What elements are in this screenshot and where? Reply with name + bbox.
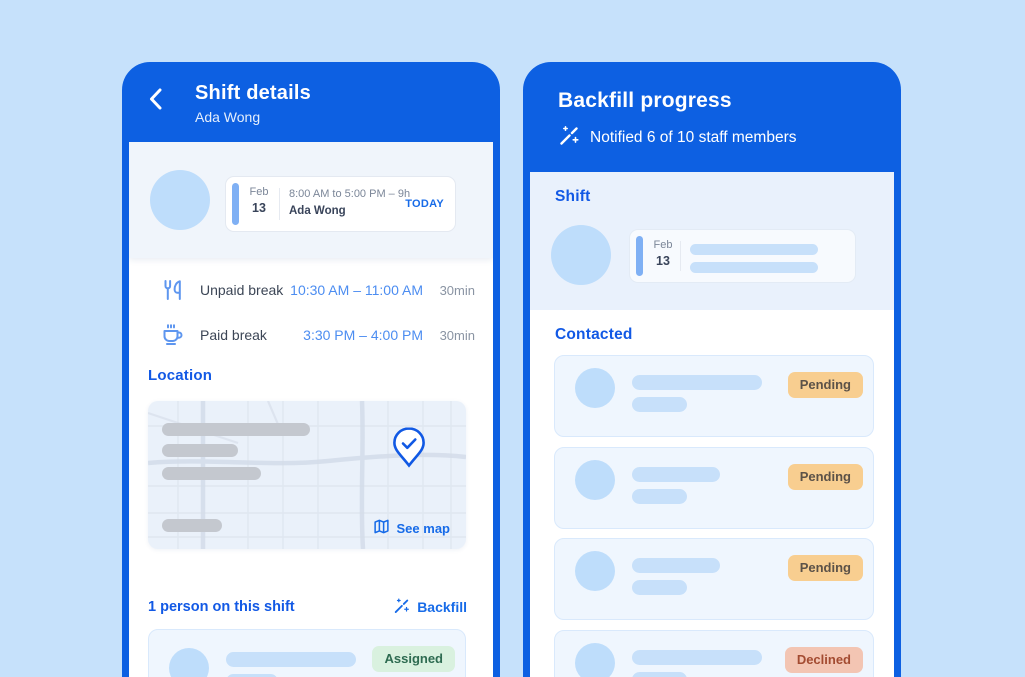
shift-time-range: 8:00 AM to 5:00 PM – 9h: [289, 188, 411, 200]
people-on-shift-heading: 1 person on this shift: [148, 599, 295, 615]
status-badge: Pending: [787, 464, 863, 490]
status-badge: Pending: [787, 372, 863, 398]
break-label: Unpaid break: [200, 282, 284, 298]
detail-placeholder-bar: [632, 580, 687, 595]
map-icon: [373, 518, 390, 538]
address-placeholder-bar: [162, 423, 310, 436]
shift-date: Feb 13: [246, 186, 272, 215]
paid-break-row: Paid break 3:30 PM – 4:00 PM 30min: [158, 322, 475, 348]
notified-status-text: Notified 6 of 10 staff members: [590, 128, 797, 146]
avatar: [575, 643, 615, 677]
shift-details-screen: Shift details Ada Wong Feb 13 8:00 AM to…: [122, 62, 500, 677]
shift-accent-bar: [232, 183, 239, 225]
avatar: [575, 460, 615, 500]
location-heading: Location: [148, 367, 213, 384]
magic-wand-icon: [558, 124, 580, 151]
name-placeholder-bar: [632, 467, 720, 482]
avatar: [575, 368, 615, 408]
break-time: 10:30 AM – 11:00 AM: [290, 282, 423, 298]
shift-heading: Shift: [555, 188, 591, 205]
utensils-icon: [158, 278, 188, 302]
shift-day: 13: [656, 254, 670, 268]
shift-month: Feb: [653, 239, 673, 251]
shift-day: 13: [252, 201, 266, 215]
location-check-pin-icon: [391, 426, 427, 475]
backfill-progress-content: Shift Feb 13 Contacted: [530, 172, 894, 677]
shift-details-content: Feb 13 8:00 AM to 5:00 PM – 9h Ada Wong …: [129, 142, 493, 677]
detail-placeholder-bar: [226, 674, 278, 677]
break-duration: 30min: [439, 327, 475, 343]
address-placeholder-bar: [162, 519, 222, 532]
page-title: Backfill progress: [558, 89, 732, 112]
contacted-heading: Contacted: [555, 326, 633, 343]
back-button[interactable]: [144, 86, 170, 112]
avatar: [551, 225, 611, 285]
unpaid-break-row: Unpaid break 10:30 AM – 11:00 AM 30min: [158, 277, 475, 303]
shift-person-name: Ada Wong: [289, 205, 346, 217]
notified-status-row: Notified 6 of 10 staff members: [558, 124, 796, 151]
people-on-shift-row: 1 person on this shift Backfill: [148, 597, 467, 617]
page-subtitle: Ada Wong: [195, 109, 261, 125]
break-label: Paid break: [200, 327, 267, 343]
shift-card[interactable]: Feb 13 8:00 AM to 5:00 PM – 9h Ada Wong …: [225, 176, 456, 232]
status-badge: Declined: [784, 647, 863, 673]
assigned-badge: Assigned: [372, 646, 455, 672]
name-placeholder-bar: [632, 375, 762, 390]
today-badge: TODAY: [405, 198, 444, 210]
avatar: [169, 648, 209, 677]
detail-placeholder-bar: [632, 672, 687, 677]
break-time: 3:30 PM – 4:00 PM: [303, 327, 423, 343]
shift-accent-bar: [636, 236, 643, 276]
shift-section: Shift Feb 13: [530, 172, 894, 310]
detail-placeholder-bar: [632, 397, 687, 412]
chevron-left-icon: [144, 88, 170, 115]
magic-wand-icon: [393, 597, 410, 617]
contacted-section: Contacted Pending Pending: [530, 310, 894, 677]
divider: [680, 241, 681, 271]
break-duration: 30min: [439, 282, 475, 298]
map-preview[interactable]: See map: [148, 401, 466, 549]
backfill-progress-screen: Backfill progress Notified 6 of 10 staff…: [523, 62, 901, 677]
name-placeholder-bar: [632, 558, 720, 573]
shift-month: Feb: [249, 186, 269, 198]
divider: [279, 188, 280, 220]
detail-placeholder-bar: [632, 489, 687, 504]
contacted-card[interactable]: Pending: [554, 447, 874, 529]
shift-summary-section: Feb 13 8:00 AM to 5:00 PM – 9h Ada Wong …: [129, 142, 493, 258]
contacted-card[interactable]: Pending: [554, 355, 874, 437]
avatar: [150, 170, 210, 230]
name-placeholder-bar: [632, 650, 762, 665]
shift-date: Feb 13: [650, 239, 676, 268]
shift-card[interactable]: Feb 13: [629, 229, 856, 283]
page-title: Shift details: [195, 82, 311, 104]
contacted-card[interactable]: Declined: [554, 630, 874, 677]
backfill-label: Backfill: [417, 599, 467, 615]
name-placeholder-bar: [226, 652, 356, 667]
see-map-label: See map: [396, 520, 450, 536]
contacted-card[interactable]: Pending: [554, 538, 874, 620]
assigned-person-card[interactable]: Assigned: [148, 629, 466, 677]
backfill-button[interactable]: Backfill: [393, 597, 467, 617]
shift-placeholder-bar: [690, 262, 818, 273]
address-placeholder-bar: [162, 467, 261, 480]
shift-info: 8:00 AM to 5:00 PM – 9h Ada Wong: [289, 188, 410, 217]
status-badge: Pending: [787, 555, 863, 581]
see-map-button[interactable]: See map: [373, 518, 450, 538]
shift-placeholder-bar: [690, 244, 818, 255]
coffee-icon: [158, 323, 188, 347]
address-placeholder-bar: [162, 444, 238, 457]
avatar: [575, 551, 615, 591]
